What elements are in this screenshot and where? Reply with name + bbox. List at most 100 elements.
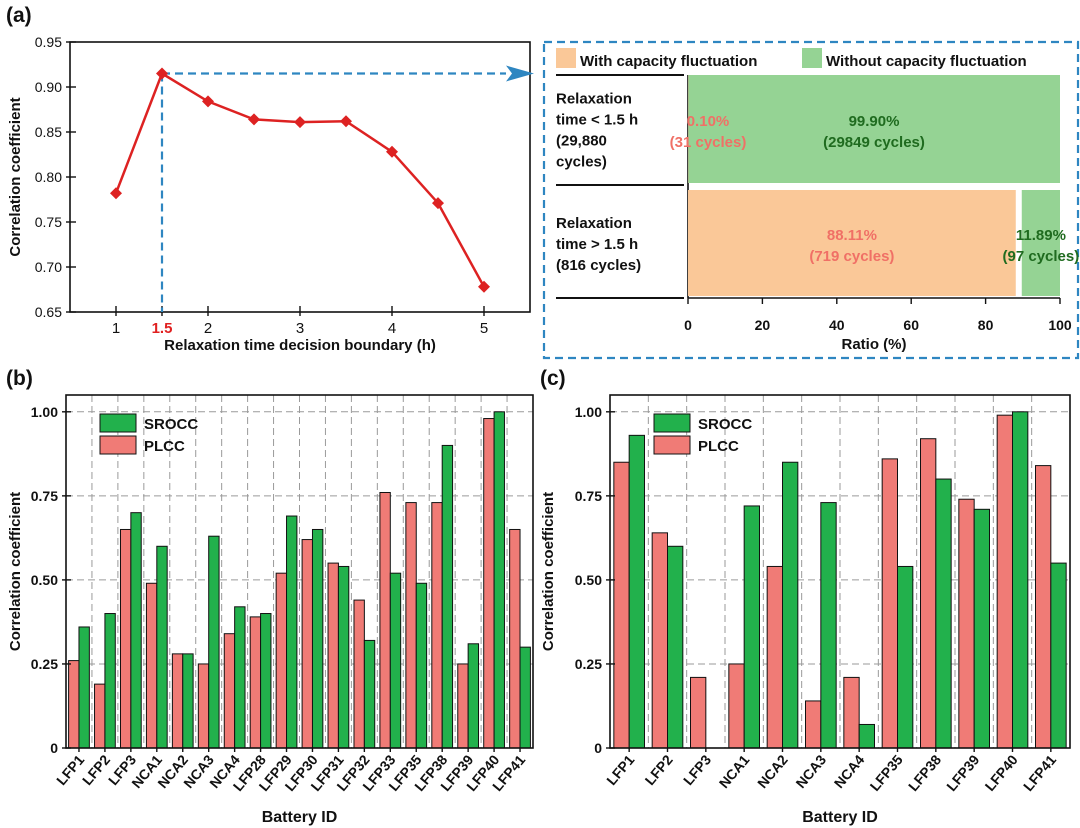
data-point-marker	[110, 187, 122, 200]
bar-plcc	[379, 491, 391, 749]
bar-plcc	[690, 676, 707, 749]
bar-plcc	[119, 528, 132, 749]
bar-srocc	[415, 582, 428, 749]
bar-plcc	[457, 663, 469, 749]
without-cycles-label: (97 cycles)	[1003, 248, 1080, 265]
x-axis-label: Ratio (%)	[842, 336, 907, 353]
x-axis-label: Relaxation time decision boundary (h)	[164, 337, 436, 354]
y-tick-label: 0.90	[35, 79, 62, 95]
x-tick-label: NCA2	[754, 751, 791, 791]
bar-plcc	[94, 683, 106, 749]
bar-srocc	[743, 505, 761, 749]
y-tick-label: 0.75	[35, 214, 62, 230]
bar-plcc	[958, 498, 975, 749]
bar-srocc	[628, 434, 646, 749]
x-tick-label: LFP1	[53, 751, 87, 788]
x-tick-label: 100	[1048, 317, 1072, 333]
legend-swatch-with	[556, 48, 576, 68]
bar-plcc	[881, 458, 899, 749]
panel-label-b: (b)	[6, 367, 33, 390]
bar-srocc	[897, 565, 914, 749]
bar-plcc	[483, 418, 495, 749]
panel-label-a: (a)	[6, 4, 32, 27]
bar-with-fluctuation	[688, 190, 1016, 296]
bar-srocc	[1012, 411, 1029, 749]
y-tick-label: 0.85	[35, 124, 62, 140]
bar-plcc	[68, 660, 80, 749]
bar-srocc	[441, 444, 454, 749]
legend-swatch-srocc	[99, 413, 137, 433]
data-point-marker	[432, 197, 444, 210]
legend-label-with: With capacity fluctuation	[580, 53, 757, 70]
bar-plcc	[275, 572, 288, 749]
bar-srocc	[467, 643, 480, 749]
data-point-marker	[248, 113, 260, 126]
bar-plcc	[223, 633, 236, 749]
legend-label-srocc: SROCC	[144, 416, 198, 433]
y-tick-label: 0.50	[575, 572, 602, 588]
bar-srocc	[208, 535, 220, 749]
bar-plcc	[651, 532, 669, 749]
bar-without-fluctuation	[688, 75, 1060, 183]
data-point-marker	[478, 280, 490, 293]
x-tick-label: 4	[388, 320, 396, 337]
data-point-marker	[386, 145, 398, 158]
y-axis-label: Correlation coefficient	[540, 492, 557, 651]
x-tick-label: NCA1	[716, 751, 753, 791]
y-tick-label: 0.80	[35, 169, 62, 185]
chart-c-bars: LFP1 LFP2 LFP3 NCA1 NCA2 NCA3 NCA4 LFP35 LFP38 LF…	[540, 394, 1071, 826]
with-percent-label: 88.11%	[827, 227, 877, 244]
y-tick-label: 0.25	[575, 656, 602, 672]
y-tick-label: 0.75	[31, 488, 58, 504]
data-point-marker	[202, 95, 214, 108]
bar-plcc	[353, 599, 365, 749]
legend-swatch-srocc	[653, 413, 691, 433]
row-label-line: time < 1.5 h	[556, 112, 638, 129]
bar-plcc	[996, 414, 1014, 749]
y-tick-label: 1.00	[31, 404, 58, 420]
bar-plcc	[509, 528, 521, 749]
legend-swatch-without	[802, 48, 822, 68]
bar-plcc	[145, 582, 158, 749]
bar-plcc	[728, 663, 745, 749]
bar-plcc	[431, 502, 443, 749]
bar-srocc	[782, 461, 799, 749]
bar-plcc	[920, 438, 937, 749]
legend-label-plcc: PLCC	[144, 438, 185, 455]
chart-a-line: 0.65 0.70 0.75 0.80 0.85 0.90 0.95 1 1.5 2 3 4 5 Rela…	[7, 34, 534, 354]
bar-plcc	[405, 502, 417, 749]
y-tick-label: 0.25	[31, 656, 58, 672]
x-axis-label: Battery ID	[262, 809, 338, 826]
legend-swatch-plcc	[653, 435, 691, 455]
row-label-line: cycles)	[556, 154, 607, 171]
bar-srocc	[363, 639, 376, 749]
data-point-marker	[294, 116, 306, 129]
data-point-marker	[340, 115, 352, 128]
with-percent-label: 0.10%	[687, 113, 730, 130]
x-tick-label: LFP41	[1020, 751, 1059, 794]
bar-srocc	[234, 606, 246, 749]
bar-srocc	[182, 653, 194, 749]
bar-srocc	[1050, 562, 1067, 749]
bar-srocc	[667, 545, 684, 749]
x-tick-label: 60	[903, 317, 919, 333]
x-tick-label: NCA4	[831, 751, 868, 791]
bar-plcc	[249, 616, 262, 749]
x-tick-label: 40	[829, 317, 845, 333]
y-tick-label: 0.70	[35, 259, 62, 275]
bar-srocc	[156, 545, 168, 749]
with-cycles-label: (719 cycles)	[809, 248, 894, 265]
x-tick-label: 1.5	[152, 320, 173, 337]
bar-srocc	[311, 528, 324, 749]
x-tick-label: LFP2	[642, 751, 676, 788]
bar-srocc	[519, 646, 531, 749]
series-line	[114, 71, 486, 288]
bar-plcc	[301, 539, 313, 749]
bar-srocc	[337, 565, 350, 749]
x-tick-label: 1	[112, 320, 120, 337]
x-tick-label: LFP38	[905, 751, 944, 794]
y-tick-label: 0.50	[31, 572, 58, 588]
bar-plcc	[766, 565, 784, 749]
y-axis-label: Correlation coefficient	[7, 492, 24, 651]
